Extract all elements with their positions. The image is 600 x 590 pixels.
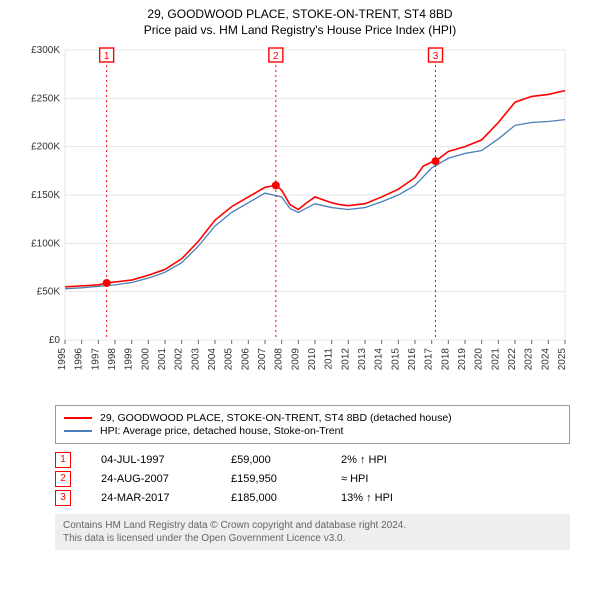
svg-text:£300K: £300K [31, 45, 60, 56]
transaction-delta: 13% ↑ HPI [341, 492, 461, 504]
svg-text:2001: 2001 [157, 348, 168, 371]
svg-text:2007: 2007 [257, 348, 268, 371]
svg-text:2011: 2011 [324, 348, 335, 370]
transaction-row: 1 04-JUL-1997£59,0002% ↑ HPI [55, 452, 570, 468]
transaction-marker: 1 [55, 452, 71, 468]
svg-text:2004: 2004 [207, 348, 218, 371]
transaction-price: £59,000 [231, 454, 341, 466]
transaction-row: 3 24-MAR-2017£185,00013% ↑ HPI [55, 490, 570, 506]
svg-text:2017: 2017 [424, 348, 435, 371]
svg-text:2: 2 [273, 51, 279, 62]
legend-label: HPI: Average price, detached house, Stok… [100, 425, 343, 437]
svg-text:2018: 2018 [440, 348, 451, 371]
svg-text:2020: 2020 [474, 348, 485, 371]
legend-box: 29, GOODWOOD PLACE, STOKE-ON-TRENT, ST4 … [55, 405, 570, 444]
svg-text:2008: 2008 [274, 348, 285, 371]
svg-text:£50K: £50K [37, 287, 61, 298]
svg-text:2022: 2022 [507, 348, 518, 371]
svg-text:£150K: £150K [31, 190, 60, 201]
transaction-delta: 2% ↑ HPI [341, 454, 461, 466]
svg-text:1996: 1996 [74, 348, 85, 371]
svg-text:1999: 1999 [124, 348, 135, 371]
chart-area: £0 £50K £100K £150K £200K £250K £300K 1995 1996 1… [20, 45, 580, 395]
svg-text:2002: 2002 [174, 348, 185, 371]
transaction-price: £185,000 [231, 492, 341, 504]
svg-text:1998: 1998 [107, 348, 118, 371]
svg-text:£100K: £100K [31, 238, 60, 249]
transaction-date: 04-JUL-1997 [101, 454, 231, 466]
transaction-row: 2 24-AUG-2007£159,950≈ HPI [55, 471, 570, 487]
svg-text:2025: 2025 [557, 348, 568, 371]
transaction-date: 24-AUG-2007 [101, 473, 231, 485]
svg-text:1997: 1997 [90, 348, 101, 371]
legend-item: 29, GOODWOOD PLACE, STOKE-ON-TRENT, ST4 … [64, 412, 561, 424]
svg-text:2021: 2021 [490, 348, 501, 371]
svg-text:2024: 2024 [540, 348, 551, 371]
svg-text:2014: 2014 [374, 348, 385, 371]
svg-text:2003: 2003 [190, 348, 201, 371]
svg-text:1: 1 [104, 51, 110, 62]
footnote-line-2: This data is licensed under the Open Gov… [63, 532, 562, 545]
svg-text:2010: 2010 [307, 348, 318, 371]
transaction-delta: ≈ HPI [341, 473, 461, 485]
svg-text:2016: 2016 [407, 348, 418, 371]
svg-text:2006: 2006 [240, 348, 251, 371]
transaction-price: £159,950 [231, 473, 341, 485]
footnote: Contains HM Land Registry data © Crown c… [55, 514, 570, 550]
svg-text:2000: 2000 [140, 348, 151, 371]
svg-text:£0: £0 [49, 335, 61, 346]
transaction-marker: 3 [55, 490, 71, 506]
legend-swatch [64, 417, 92, 419]
svg-text:2012: 2012 [340, 348, 351, 371]
transaction-date: 24-MAR-2017 [101, 492, 231, 504]
svg-text:2023: 2023 [524, 348, 535, 371]
svg-text:2009: 2009 [290, 348, 301, 371]
legend-label: 29, GOODWOOD PLACE, STOKE-ON-TRENT, ST4 … [100, 412, 452, 424]
svg-text:2005: 2005 [224, 348, 235, 371]
chart-subtitle: Price paid vs. HM Land Registry's House … [10, 23, 590, 37]
svg-text:3: 3 [433, 51, 439, 62]
svg-text:2019: 2019 [457, 348, 468, 371]
chart-title: 29, GOODWOOD PLACE, STOKE-ON-TRENT, ST4 … [10, 7, 590, 21]
svg-text:£250K: £250K [31, 93, 60, 104]
svg-text:1995: 1995 [57, 348, 68, 371]
footnote-line-1: Contains HM Land Registry data © Crown c… [63, 519, 562, 532]
legend-item: HPI: Average price, detached house, Stok… [64, 425, 561, 437]
legend-swatch [64, 430, 92, 432]
transactions-table: 1 04-JUL-1997£59,0002% ↑ HPI 2 24-AUG-2007£… [55, 452, 570, 506]
svg-text:2013: 2013 [357, 348, 368, 371]
transaction-marker: 2 [55, 471, 71, 487]
chart-svg: £0 £50K £100K £150K £200K £250K £300K 1995 1996 1… [20, 45, 580, 395]
svg-text:£200K: £200K [31, 142, 60, 153]
svg-text:2015: 2015 [390, 348, 401, 371]
